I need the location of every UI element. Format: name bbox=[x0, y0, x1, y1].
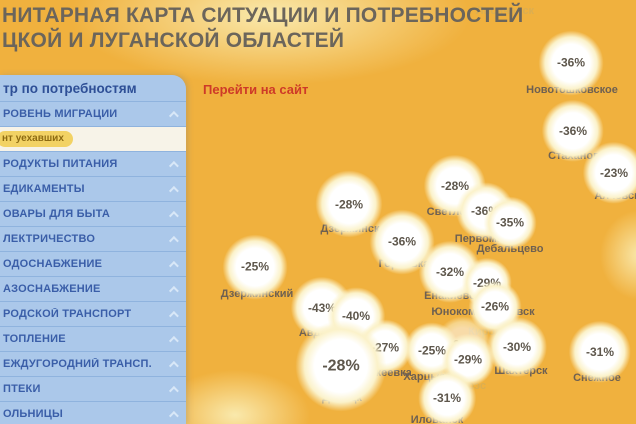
sidebar-item-label: РОДУКТЫ ПИТАНИЯ bbox=[3, 158, 118, 170]
map-bubble[interactable]: -36% bbox=[538, 30, 604, 96]
sidebar-item-label: ЛЕКТРИЧЕСТВО bbox=[3, 233, 96, 245]
sidebar-subitem-selected[interactable]: нт уехавших bbox=[0, 127, 186, 152]
city-label: Лисичанск bbox=[475, 5, 535, 17]
map-bubble[interactable]: -23% bbox=[582, 141, 636, 205]
sidebar-item-label: АЗОСНАБЖЕНИЕ bbox=[3, 283, 101, 295]
sidebar-item-11[interactable]: ОЛЬНИЦЫ bbox=[0, 402, 186, 424]
sidebar-item-5[interactable]: ОДОСНАБЖЕНИЕ bbox=[0, 252, 186, 277]
map-bubble[interactable]: -28% bbox=[295, 320, 387, 412]
map-bubble[interactable]: -31% bbox=[418, 369, 476, 424]
chevron-up-icon bbox=[168, 210, 179, 221]
sidebar-item-label: РОВЕНЬ МИГРАЦИИ bbox=[3, 108, 118, 120]
filter-sidebar: тр по потребностям РОВЕНЬ МИГРАЦИИ нт уех… bbox=[0, 75, 186, 424]
sidebar-item-label: ОДОСНАБЖЕНИЕ bbox=[3, 258, 103, 270]
sidebar-item-3[interactable]: ОВАРЫ ДЛЯ БЫТА bbox=[0, 202, 186, 227]
page-title-line2: ЦКОЙ И ЛУГАНСКОЙ ОБЛАСТЕЙ bbox=[2, 29, 345, 52]
chevron-up-icon bbox=[168, 185, 179, 196]
sidebar-item-8[interactable]: ТОПЛЕНИЕ bbox=[0, 327, 186, 352]
sidebar-item-0[interactable]: РОВЕНЬ МИГРАЦИИ bbox=[0, 102, 186, 127]
sidebar-item-label: ТОПЛЕНИЕ bbox=[3, 333, 66, 345]
sidebar-item-1[interactable]: РОДУКТЫ ПИТАНИЯ bbox=[0, 152, 186, 177]
page-title-line1: НИТАРНАЯ КАРТА СИТУАЦИИ И ПОТРЕБНОСТЕЙ bbox=[2, 4, 524, 27]
chevron-up-icon bbox=[168, 335, 179, 346]
map-bubble[interactable]: -35% bbox=[483, 196, 537, 250]
map-bubble[interactable]: -31% bbox=[568, 320, 632, 384]
chevron-up-icon bbox=[168, 160, 179, 171]
sidebar-item-9[interactable]: ЕЖДУГОРОДНИЙ ТРАНСП. bbox=[0, 352, 186, 377]
chevron-up-icon bbox=[168, 235, 179, 246]
sidebar-item-4[interactable]: ЛЕКТРИЧЕСТВО bbox=[0, 227, 186, 252]
chevron-up-icon bbox=[168, 285, 179, 296]
sidebar-item-label: РОДСКОЙ ТРАНСПОРТ bbox=[3, 308, 132, 320]
sidebar-header: тр по потребностям bbox=[0, 75, 186, 102]
chevron-up-icon bbox=[168, 410, 179, 421]
sidebar-item-label: ОЛЬНИЦЫ bbox=[3, 408, 63, 420]
sidebar-item-7[interactable]: РОДСКОЙ ТРАНСПОРТ bbox=[0, 302, 186, 327]
sidebar-item-label: ЕДИКАМЕНТЫ bbox=[3, 183, 85, 195]
map-bubble[interactable]: -25% bbox=[222, 234, 288, 300]
page-title: НИТАРНАЯ КАРТА СИТУАЦИИ И ПОТРЕБНОСТЕЙ Ц… bbox=[2, 3, 523, 53]
go-to-site-link[interactable]: Перейти на сайт bbox=[203, 82, 309, 97]
selected-filter-pill: нт уехавших bbox=[0, 131, 73, 147]
sidebar-item-label: ОВАРЫ ДЛЯ БЫТА bbox=[3, 208, 111, 220]
chevron-up-icon bbox=[168, 110, 179, 121]
map-bubble[interactable]: -30% bbox=[487, 317, 547, 377]
sidebar-item-2[interactable]: ЕДИКАМЕНТЫ bbox=[0, 177, 186, 202]
sidebar-item-label: ПТЕКИ bbox=[3, 383, 41, 395]
chevron-up-icon bbox=[168, 360, 179, 371]
chevron-up-icon bbox=[168, 260, 179, 271]
map-bubble[interactable]: -28% bbox=[315, 170, 383, 238]
sidebar-items: РОВЕНЬ МИГРАЦИИ нт уехавших РОДУКТЫ ПИТАНИ… bbox=[0, 102, 186, 424]
chevron-up-icon bbox=[168, 310, 179, 321]
sidebar-item-10[interactable]: ПТЕКИ bbox=[0, 377, 186, 402]
sidebar-item-6[interactable]: АЗОСНАБЖЕНИЕ bbox=[0, 277, 186, 302]
chevron-up-icon bbox=[168, 385, 179, 396]
sidebar-item-label: ЕЖДУГОРОДНИЙ ТРАНСП. bbox=[3, 358, 152, 370]
